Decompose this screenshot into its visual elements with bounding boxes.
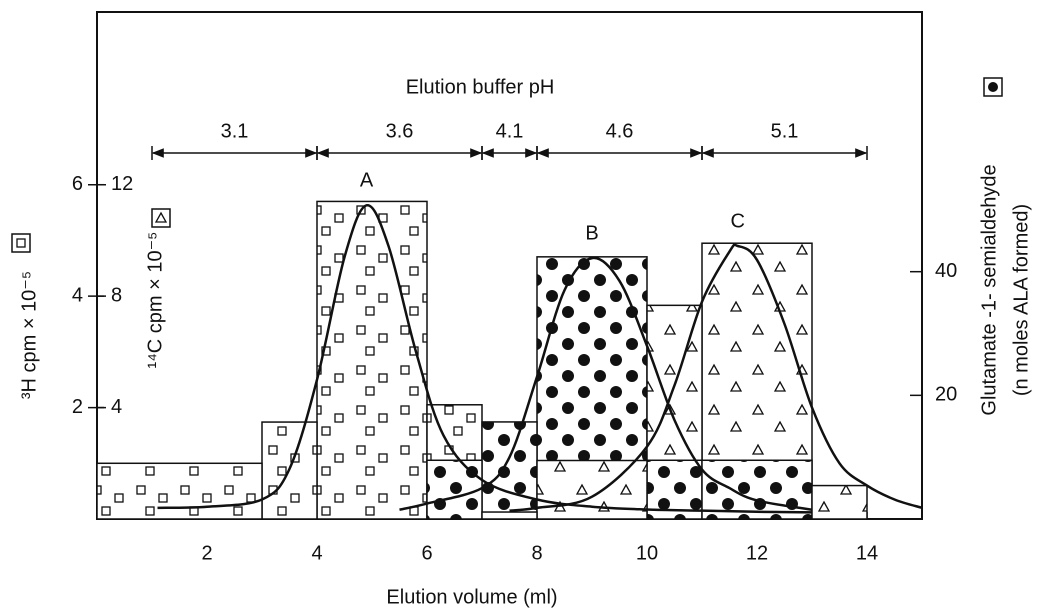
y3-tick-label: 4 (111, 396, 122, 418)
elution-curve (157, 204, 813, 514)
y-axis-label: ³H cpm × 10⁻⁵ (18, 271, 40, 399)
y2-axis-label: (n moles ALA formed) (1010, 204, 1032, 396)
ph-label: 3.6 (386, 120, 414, 142)
x-tick-label: 12 (746, 542, 768, 564)
peak-label: A (360, 170, 374, 192)
x-tick-label: 14 (856, 542, 878, 564)
y3-axis-label: ¹⁴C cpm × 10⁻⁵ (144, 232, 166, 369)
histogram-bar (481, 511, 538, 520)
legend-symbol (988, 82, 998, 92)
histogram-bar (426, 459, 483, 520)
y2-axis-label: Glutamate -1- semialdehyde (978, 164, 1000, 415)
elution-curve (399, 256, 813, 511)
ph-label: 4.6 (606, 120, 634, 142)
x-tick-label: 4 (311, 542, 322, 564)
legend-symbol (154, 211, 168, 223)
y-tick-label: 6 (72, 173, 83, 195)
elution-curve (509, 243, 923, 512)
legend-symbol (16, 238, 26, 248)
legend-box (11, 233, 31, 253)
histogram-bar (701, 459, 813, 520)
y-tick-label: 2 (72, 396, 83, 418)
x-tick-label: 2 (201, 542, 212, 564)
histogram-bar (811, 484, 868, 520)
ph-label: 3.1 (221, 120, 249, 142)
peak-label: B (585, 222, 598, 244)
y3-tick-label: 12 (111, 173, 133, 195)
peak-label: C (731, 210, 745, 232)
chart-title: Elution buffer pH (406, 76, 555, 98)
histogram-bar (536, 459, 648, 520)
histogram-bar (316, 200, 428, 520)
histogram-bar (96, 462, 263, 520)
ph-label: 4.1 (496, 120, 524, 142)
x-tick-label: 10 (636, 542, 658, 564)
y2-tick-label: 40 (935, 260, 957, 282)
y-tick-label: 4 (72, 284, 83, 306)
x-tick-label: 6 (421, 542, 432, 564)
x-tick-label: 8 (531, 542, 542, 564)
y2-tick-label: 20 (935, 384, 957, 406)
y3-tick-label: 8 (111, 284, 122, 306)
x-axis-label: Elution volume (ml) (386, 586, 557, 608)
histogram-bar (481, 421, 538, 520)
ph-label: 5.1 (771, 120, 799, 142)
